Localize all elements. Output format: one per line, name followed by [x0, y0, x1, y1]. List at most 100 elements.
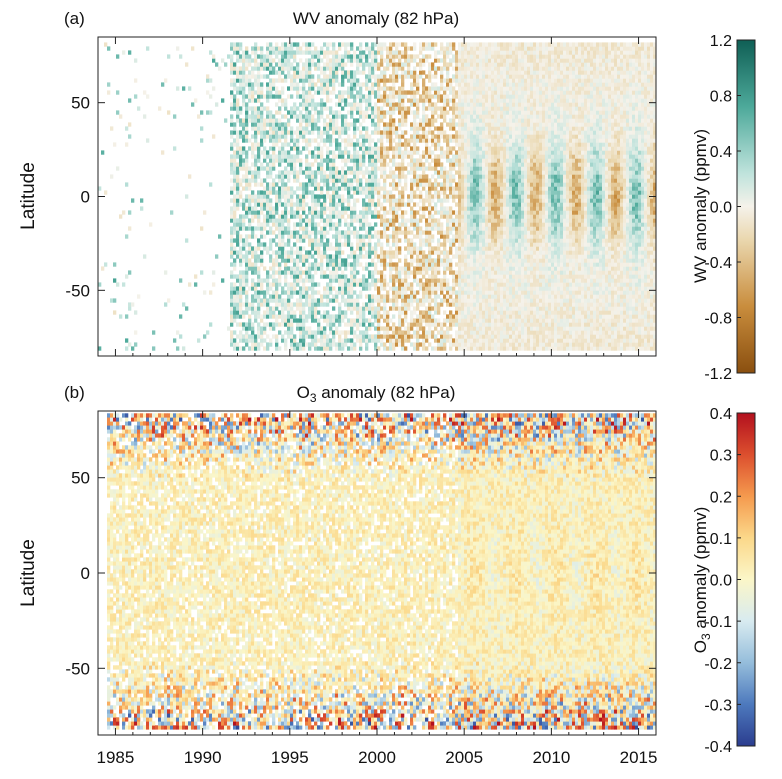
heatmap-cell [263, 234, 266, 238]
heatmap-cell [299, 342, 302, 346]
heatmap-cell [239, 154, 242, 158]
heatmap-cell [329, 322, 332, 326]
heatmap-cell [428, 310, 431, 314]
heatmap-cell [242, 198, 245, 202]
heatmap-cell [398, 50, 401, 54]
heatmap-cell [461, 314, 464, 318]
heatmap-cell [314, 118, 317, 122]
heatmap-cell [302, 282, 305, 286]
heatmap-cell [344, 162, 347, 166]
heatmap-cell [272, 86, 275, 90]
heatmap-cell [353, 54, 356, 58]
heatmap-cell [275, 234, 278, 238]
heatmap-cell [434, 218, 437, 222]
heatmap-cell [470, 282, 473, 286]
heatmap-cell [422, 162, 425, 166]
heatmap-column [338, 42, 341, 350]
heatmap-cell [323, 222, 326, 226]
heatmap-cell [455, 190, 458, 194]
heatmap-cell [398, 58, 401, 62]
heatmap-cell [254, 194, 257, 198]
heatmap-cell [446, 74, 449, 78]
heatmap-cell [404, 186, 407, 190]
heatmap-cell [455, 150, 458, 154]
heatmap-cell [392, 170, 395, 174]
heatmap-cell [395, 218, 398, 222]
heatmap-cell [458, 214, 461, 218]
heatmap-cell [455, 138, 458, 142]
heatmap-cell [440, 222, 443, 226]
heatmap-cell [449, 262, 452, 266]
heatmap-cell [260, 242, 263, 246]
heatmap-cell [419, 178, 422, 182]
heatmap-cell [401, 162, 404, 166]
heatmap-cell [326, 94, 329, 98]
heatmap-cell [461, 330, 464, 334]
heatmap-cell [341, 282, 344, 286]
heatmap-cell [455, 50, 458, 54]
heatmap-cell [389, 198, 392, 202]
heatmap-cell [254, 282, 257, 286]
heatmap-cell [293, 202, 296, 206]
heatmap-cell [230, 122, 233, 126]
heatmap-cell [338, 114, 341, 118]
heatmap-cell [425, 226, 428, 230]
heatmap-cell [419, 282, 422, 286]
heatmap-cell [458, 314, 461, 318]
heatmap-cell [260, 126, 263, 130]
heatmap-cell [452, 134, 455, 138]
heatmap-cell [257, 278, 260, 282]
heatmap-cell [452, 154, 455, 158]
heatmap-cell [257, 106, 260, 110]
heatmap-cell [245, 138, 248, 142]
heatmap-cell [440, 202, 443, 206]
heatmap-cell [440, 94, 443, 98]
heatmap-cell [293, 158, 296, 162]
heatmap-cell [287, 218, 290, 222]
heatmap-cell [455, 298, 458, 302]
heatmap-cell [383, 154, 386, 158]
heatmap-cell [356, 214, 359, 218]
heatmap-cell [260, 114, 263, 118]
heatmap-cell [131, 302, 134, 306]
heatmap-cell [395, 234, 398, 238]
heatmap-cell [338, 46, 341, 50]
heatmap-cell [272, 70, 275, 74]
heatmap-cell [461, 338, 464, 342]
heatmap-cell [377, 338, 380, 342]
heatmap-cell [269, 282, 272, 286]
heatmap-cell [419, 58, 422, 62]
heatmap-cell [473, 286, 476, 290]
heatmap-cell [314, 210, 317, 214]
heatmap-cell [344, 258, 347, 262]
heatmap-cell [473, 78, 476, 82]
heatmap-cell [332, 130, 335, 134]
heatmap-cell [251, 150, 254, 154]
heatmap-cell [362, 322, 365, 326]
heatmap-cell [110, 174, 113, 178]
heatmap-cell [269, 118, 272, 122]
heatmap-cell [305, 330, 308, 334]
heatmap-cell [299, 162, 302, 166]
heatmap-cell [395, 238, 398, 242]
heatmap-cell [431, 214, 434, 218]
heatmap-cell [335, 250, 338, 254]
heatmap-cell [458, 210, 461, 214]
heatmap-cell [416, 138, 419, 142]
heatmap-cell [284, 190, 287, 194]
heatmap-cell [362, 186, 365, 190]
heatmap-column [362, 50, 365, 342]
heatmap-cell [443, 118, 446, 122]
heatmap-cell [296, 146, 299, 150]
heatmap-cell [383, 94, 386, 98]
heatmap-cell [350, 194, 353, 198]
heatmap-cell [362, 170, 365, 174]
heatmap-cell [236, 98, 239, 102]
heatmap-column [197, 114, 200, 342]
heatmap-cell [233, 226, 236, 230]
heatmap-cell [239, 330, 242, 334]
heatmap-cell [287, 318, 290, 322]
heatmap-cell [446, 102, 449, 106]
heatmap-cell [410, 154, 413, 158]
heatmap-cell [245, 50, 248, 54]
